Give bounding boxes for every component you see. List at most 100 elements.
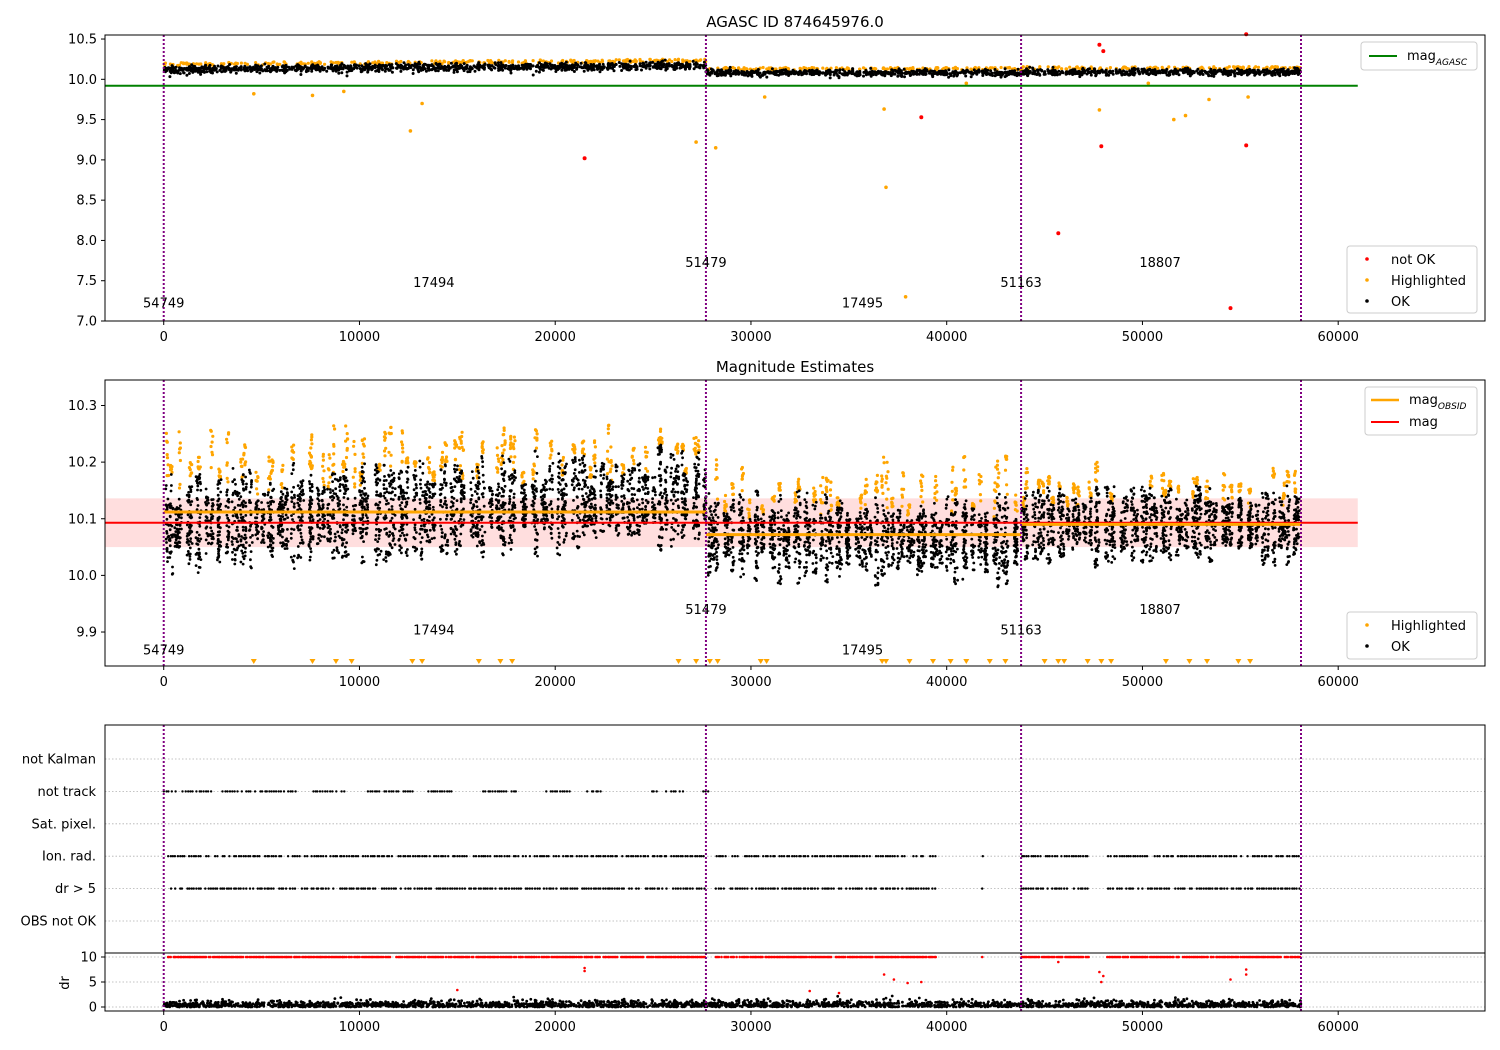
ok-point: [296, 545, 300, 548]
highlighted-point: [443, 60, 447, 64]
highlighted-point: [995, 485, 999, 489]
ok-point: [210, 498, 214, 502]
highlighted-point: [1237, 490, 1241, 494]
ok-point: [1203, 69, 1207, 73]
ok-point: [618, 64, 622, 68]
ok-point: [417, 60, 421, 64]
ok-point: [833, 71, 837, 75]
ok-point: [244, 475, 248, 479]
ok-point: [740, 72, 744, 76]
ok-point: [334, 68, 338, 72]
highlighted-point: [209, 444, 213, 449]
highlighted-point: [582, 439, 586, 443]
ok-point: [641, 64, 644, 68]
ok-point: [177, 497, 181, 501]
highlighted-point: [1286, 470, 1290, 474]
ok-point: [282, 506, 286, 509]
highlighted-point: [309, 446, 313, 450]
highlighted-point: [178, 482, 182, 486]
highlighted-point: [549, 59, 554, 63]
highlighted-point: [882, 461, 886, 465]
highlighted-point: [1293, 472, 1297, 476]
ok-point: [614, 62, 618, 66]
ok-point: [527, 65, 531, 69]
highlighted-point: [864, 477, 868, 481]
ok-point: [737, 70, 741, 74]
highlighted-point: [1148, 483, 1152, 487]
ok-point: [174, 538, 178, 542]
ok-point: [178, 504, 182, 508]
ok-point: [744, 72, 748, 76]
ok-point: [1039, 68, 1042, 72]
highlighted-point: [385, 61, 389, 65]
ok-point: [1186, 69, 1190, 73]
highlighted-point: [921, 500, 925, 504]
ok-point: [211, 532, 215, 536]
ok-point: [880, 72, 884, 75]
ok-point: [168, 544, 172, 548]
ok-point: [338, 483, 342, 486]
highlighted-point: [362, 444, 366, 448]
ok-point: [250, 541, 254, 544]
highlighted-point: [742, 67, 746, 71]
highlighted-point: [884, 481, 888, 485]
highlighted-point: [444, 460, 448, 464]
ok-point: [456, 67, 459, 71]
highlighted-point: [267, 459, 271, 463]
highlighted-point: [658, 435, 663, 440]
ok-point: [309, 495, 312, 499]
highlighted-point: [343, 465, 347, 469]
highlighted-point: [218, 470, 222, 474]
highlighted-point: [1040, 481, 1044, 486]
ok-point: [354, 63, 358, 67]
ok-point: [283, 547, 287, 550]
highlighted-point: [406, 456, 410, 460]
highlighted-point: [675, 446, 680, 450]
ok-point: [216, 534, 220, 537]
ok-point: [206, 498, 210, 502]
highlighted-point: [573, 451, 577, 455]
highlighted-point: [723, 493, 728, 498]
ok-point: [293, 493, 296, 497]
highlighted-point: [328, 475, 332, 479]
ok-point: [187, 552, 191, 556]
not-ok-point: [1056, 231, 1061, 236]
ok-point: [220, 70, 224, 74]
highlighted-point: [606, 424, 611, 428]
highlighted-point: [361, 452, 365, 456]
highlighted-point: [1293, 490, 1298, 494]
ok-point: [1198, 71, 1202, 75]
highlighted-point: [1230, 485, 1234, 489]
ok-point: [278, 517, 282, 521]
ok-point: [225, 543, 229, 546]
ok-point: [267, 504, 271, 508]
ok-point: [195, 530, 199, 534]
ok-point: [786, 72, 790, 76]
not-ok-point: [1101, 49, 1106, 54]
highlighted-point: [1108, 66, 1112, 70]
highlighted-point: [571, 447, 575, 451]
ok-point: [339, 476, 342, 479]
highlighted-point: [1068, 65, 1072, 69]
ok-point: [231, 480, 235, 484]
ok-point: [244, 536, 248, 540]
highlighted-point: [290, 449, 294, 453]
ok-point: [188, 526, 192, 530]
highlighted-point: [190, 471, 194, 475]
ok-point: [1031, 67, 1035, 71]
obsid-label: 51479: [685, 256, 726, 271]
ok-point: [196, 482, 200, 485]
ok-point: [338, 524, 342, 527]
ok-point: [838, 68, 842, 72]
ok-point: [178, 536, 182, 540]
highlighted-point: [865, 484, 869, 488]
ok-point: [198, 70, 202, 74]
ok-point: [310, 483, 314, 486]
ok-point: [1179, 68, 1183, 72]
ok-point: [958, 71, 962, 75]
highlighted-point: [195, 62, 199, 66]
ok-point: [178, 541, 182, 544]
magnitude-estimates-title: Magnitude Estimates: [716, 358, 874, 376]
highlighted-point: [658, 429, 663, 433]
ok-point: [268, 515, 272, 519]
